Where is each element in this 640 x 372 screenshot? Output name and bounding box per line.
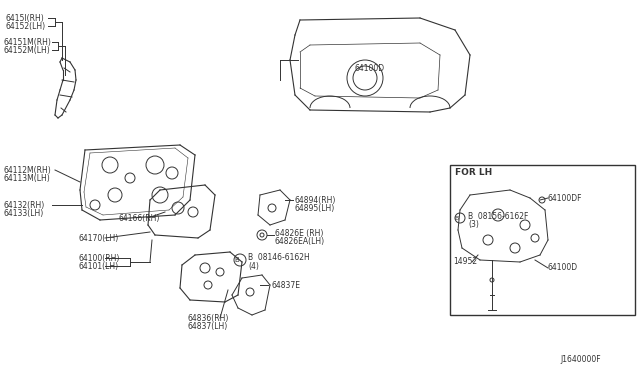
Text: 64112M(RH): 64112M(RH)	[3, 166, 51, 174]
Circle shape	[125, 173, 135, 183]
Circle shape	[172, 202, 184, 214]
Text: 64132(RH): 64132(RH)	[3, 201, 44, 209]
Text: B  08156-6162F: B 08156-6162F	[468, 212, 529, 221]
Text: 64100DF: 64100DF	[548, 193, 582, 202]
Text: 64826EA(LH): 64826EA(LH)	[275, 237, 325, 246]
Text: 64100(RH): 64100(RH)	[78, 253, 120, 263]
Circle shape	[268, 204, 276, 212]
Text: 64100D: 64100D	[355, 64, 385, 73]
Circle shape	[204, 281, 212, 289]
Text: B: B	[235, 257, 239, 263]
Text: (3): (3)	[468, 219, 479, 228]
Text: 64826E (RH): 64826E (RH)	[275, 228, 323, 237]
Text: 64113M(LH): 64113M(LH)	[3, 173, 50, 183]
Text: 64837(LH): 64837(LH)	[188, 321, 228, 330]
Circle shape	[455, 213, 465, 223]
Circle shape	[102, 157, 118, 173]
Text: FOR LH: FOR LH	[455, 167, 492, 176]
Text: 64100D: 64100D	[548, 263, 578, 273]
Text: (4): (4)	[248, 262, 259, 270]
Circle shape	[188, 207, 198, 217]
Text: 64151M(RH): 64151M(RH)	[3, 38, 51, 46]
Text: 64101(LH): 64101(LH)	[78, 262, 118, 270]
Circle shape	[216, 268, 224, 276]
Text: J1640000F: J1640000F	[560, 356, 600, 365]
Circle shape	[520, 220, 530, 230]
Text: 64152M(LH): 64152M(LH)	[3, 45, 50, 55]
Text: 64894(RH): 64894(RH)	[295, 196, 337, 205]
Text: 64170(LH): 64170(LH)	[78, 234, 118, 243]
Circle shape	[166, 167, 178, 179]
Text: 64836(RH): 64836(RH)	[188, 314, 229, 323]
Circle shape	[234, 254, 246, 266]
Circle shape	[531, 234, 539, 242]
Text: 64895(LH): 64895(LH)	[295, 203, 335, 212]
Text: 64133(LH): 64133(LH)	[3, 208, 44, 218]
Circle shape	[200, 263, 210, 273]
Text: 64837E: 64837E	[272, 280, 301, 289]
Circle shape	[483, 235, 493, 245]
Circle shape	[492, 209, 504, 221]
Text: 6415l(RH): 6415l(RH)	[5, 13, 44, 22]
Circle shape	[108, 188, 122, 202]
Circle shape	[490, 278, 494, 282]
Text: B  08146-6162H: B 08146-6162H	[248, 253, 310, 263]
Circle shape	[353, 66, 377, 90]
Circle shape	[347, 60, 383, 96]
Circle shape	[152, 187, 168, 203]
Circle shape	[257, 230, 267, 240]
Circle shape	[260, 233, 264, 237]
Circle shape	[539, 197, 545, 203]
Circle shape	[510, 243, 520, 253]
Text: 64166(RH): 64166(RH)	[118, 214, 159, 222]
Bar	[450, 165, 635, 315]
Text: 64152(LH): 64152(LH)	[5, 22, 45, 31]
Circle shape	[146, 156, 164, 174]
Circle shape	[90, 200, 100, 210]
Circle shape	[246, 288, 254, 296]
Text: 14952: 14952	[453, 257, 477, 266]
Text: B: B	[455, 215, 459, 221]
